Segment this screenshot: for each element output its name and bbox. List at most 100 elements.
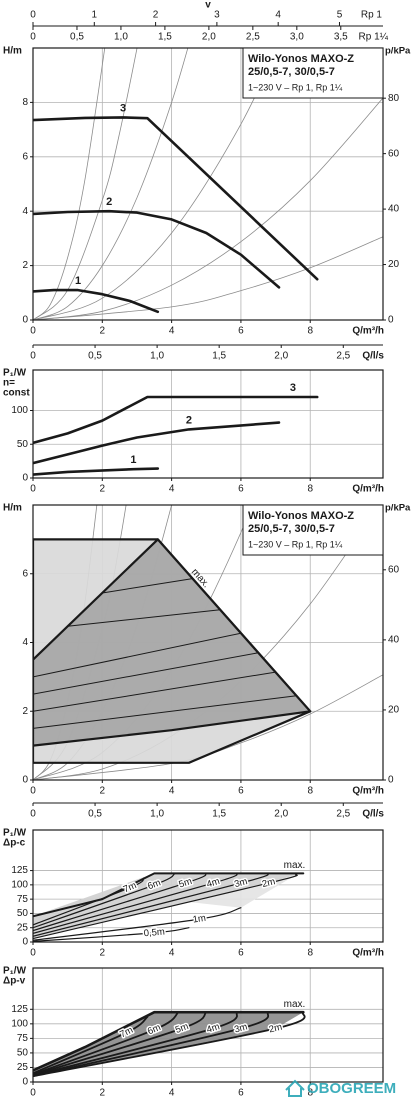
top-tick-label: 0 [30,32,36,43]
top-tick-label: 3,0 [290,32,304,43]
inner-line [33,632,242,678]
y-axis-title: Δp-c [3,838,26,849]
x-tick-label: 0 [30,948,36,959]
y2-axis-title: p/kPa [385,46,411,57]
curve [33,872,270,937]
system-curve [33,48,189,320]
curve-label: 2 [106,196,112,208]
plot-area [33,370,383,478]
x-tick-label: 8 [307,786,313,797]
system-curve [33,97,383,320]
x-tick-label: 0 [30,786,36,797]
curve-label: max. [284,999,306,1010]
x2-tick-label: 0,5 [88,351,102,362]
plot-area [33,968,383,1082]
inner-line [102,578,193,594]
plot-area [33,48,383,320]
inner-line [33,652,259,695]
x-tick-label: 4 [169,484,175,495]
y-axis-title: P₁/W [3,368,27,379]
y2-tick-label: 0 [388,315,394,326]
chart-title: Wilo-Yonos MAXO-Z [248,510,354,522]
top-tick-label: 3 [214,10,220,21]
x2-tick-label: 1,5 [212,351,226,362]
y-tick-label: 75 [17,1033,29,1044]
x-tick-label: 0 [30,484,36,495]
y-tick-label: 0 [22,315,28,326]
y2-tick-label: 20 [388,705,400,716]
y-tick-label: 0 [22,1077,28,1088]
x2-tick-label: 2,0 [274,351,288,362]
plot-frame [32,829,384,943]
y-tick-label: 6 [22,151,28,162]
y-axis-title: P₁/W [3,828,27,839]
top-tick-label: 5 [337,10,343,21]
y-tick-label: 125 [11,865,28,876]
x-tick-label: 2 [100,1088,106,1099]
x-tick-label: 2 [100,326,106,337]
chart-subtitle: 1~230 V – Rp 1, Rp 1¼ [248,539,343,549]
y-tick-label: 2 [22,260,28,271]
chart-title: 25/0,5-7, 30/0,5-7 [248,523,335,535]
x-tick-label: 0 [30,1088,36,1099]
top-tick-label: 2,0 [202,32,216,43]
y-tick-label: 2 [22,706,28,717]
x2-tick-label: 2,5 [336,351,350,362]
y-tick-label: 4 [22,637,28,648]
y2-tick-label: 60 [388,564,400,575]
top-tick-label: 0,5 [70,32,84,43]
curve [33,907,242,941]
top-tick-label: 1 [92,10,98,21]
system-curve [33,236,383,320]
x-tick-label: 6 [238,1088,244,1099]
curve [33,1016,149,1075]
chart-title: Wilo-Yonos MAXO-Z [248,53,354,65]
x-tick-label: 6 [238,786,244,797]
curve-label: 2m [268,1022,283,1036]
y-tick-label: 75 [17,894,29,905]
top-tick-label: 0 [30,10,36,21]
y2-tick-label: 0 [388,775,394,786]
y-axis-title: H/m [3,46,22,57]
curve-label: 1m [192,913,207,926]
top-tick-label: 4 [275,10,281,21]
y-axis-title: P₁/W [3,966,27,977]
y-tick-label: 100 [11,1018,28,1029]
curve [33,116,319,281]
x2-axis-title: Q/l/s [362,809,384,820]
plot-area [33,830,383,942]
x-tick-label: 0 [30,326,36,337]
y-tick-label: 50 [17,439,29,450]
x-tick-label: 2 [100,484,106,495]
curve [33,421,281,465]
top-tick-label: 2 [153,10,159,21]
curve [33,872,207,932]
x-tick-label: 4 [169,786,175,797]
x-tick-label: 8 [307,948,313,959]
x-axis-title: Q/m³/h [352,484,384,495]
curve-label: 3m [233,876,249,890]
x2-tick-label: 1,0 [150,351,164,362]
y-tick-label: 100 [11,879,28,890]
curve-label: 1 [75,275,81,287]
x-tick-label: 4 [169,326,175,337]
x-tick-label: 8 [307,326,313,337]
x2-axis-title: Q/l/s [362,351,384,362]
top-axis-unit: Rp 1 [361,10,383,21]
x-tick-label: 2 [100,786,106,797]
curve [33,1010,305,1072]
x-axis-title: Q/m³/h [352,326,384,337]
curve [33,209,281,289]
curve [33,1011,306,1078]
curve-label: 1 [130,454,136,466]
x-tick-label: 6 [238,484,244,495]
y-tick-label: 125 [11,1004,28,1015]
y-tick-label: 50 [17,1048,29,1059]
x2-tick-label: 1,0 [150,809,164,820]
y-tick-label: 50 [17,908,29,919]
x-axis-title: Q/m³/h [352,948,384,959]
y2-tick-label: 20 [388,259,400,270]
curve [33,872,305,918]
curve-label: 3 [120,102,126,114]
